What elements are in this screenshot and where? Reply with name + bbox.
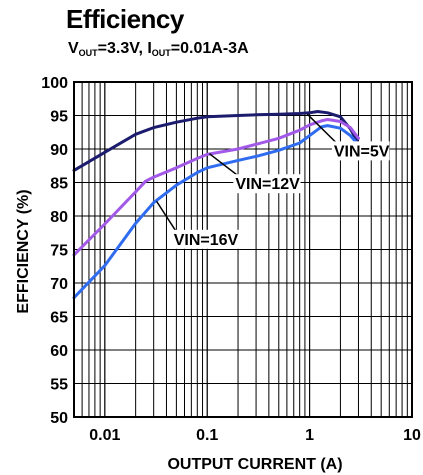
series-line-vin-16v <box>72 124 360 300</box>
series-lines <box>72 110 360 300</box>
y-tick-label: 100 <box>41 75 68 92</box>
annotation-label-bg <box>233 174 301 194</box>
y-tick-label: 60 <box>50 343 68 360</box>
series-line-vin-12v <box>72 118 360 257</box>
y-tick-label: 55 <box>50 377 68 394</box>
subtitle-subscript: OUT <box>151 48 171 58</box>
subtitle-part: =3.3V, I <box>97 40 152 57</box>
chart-subtitle: VOUT=3.3V, IOUT=0.01A-3A <box>68 40 249 58</box>
annotations: VIN=5V VIN=12V VIN=16V <box>155 113 390 249</box>
y-tick-label: 95 <box>50 109 68 126</box>
x-tick-label: 10 <box>403 427 421 444</box>
annotation-leader <box>306 113 337 143</box>
y-tick-label: 90 <box>50 142 68 159</box>
y-tick-label: 75 <box>50 243 68 260</box>
x-tick-label: 1 <box>305 427 314 444</box>
y-tick-label: 85 <box>50 176 68 193</box>
annotation-label-bg <box>331 141 390 161</box>
annotation-leader <box>155 200 177 232</box>
y-axis-label: EFFICIENCY (%) <box>15 189 32 313</box>
y-tick-label: 65 <box>50 310 68 327</box>
tick-labels: 50 55 60 65 70 75 80 85 90 95 100 0.01 0.1 1 10 <box>41 75 421 444</box>
x-axis-label: OUTPUT CURRENT (A) <box>167 456 342 473</box>
grid <box>74 81 412 418</box>
annotation-label: VIN=16V <box>174 232 239 249</box>
plot-frame <box>73 81 413 418</box>
subtitle-part: =0.01A-3A <box>170 40 249 57</box>
x-tick-label: 0.01 <box>89 427 120 444</box>
annotation-label: VIN=5V <box>334 143 390 160</box>
y-tick-label: 70 <box>50 276 68 293</box>
series-line-vin-5v <box>72 110 360 172</box>
subtitle-part: V <box>68 40 79 57</box>
chart-title: Efficiency <box>66 4 184 34</box>
annotation-label: VIN=12V <box>235 176 300 193</box>
x-tick-label: 0.1 <box>196 427 218 444</box>
y-tick-label: 80 <box>50 209 68 226</box>
subtitle-subscript: OUT <box>78 48 98 58</box>
annotation-label-bg <box>171 229 239 249</box>
y-tick-label: 50 <box>50 410 68 427</box>
annotation-leader <box>208 153 238 176</box>
